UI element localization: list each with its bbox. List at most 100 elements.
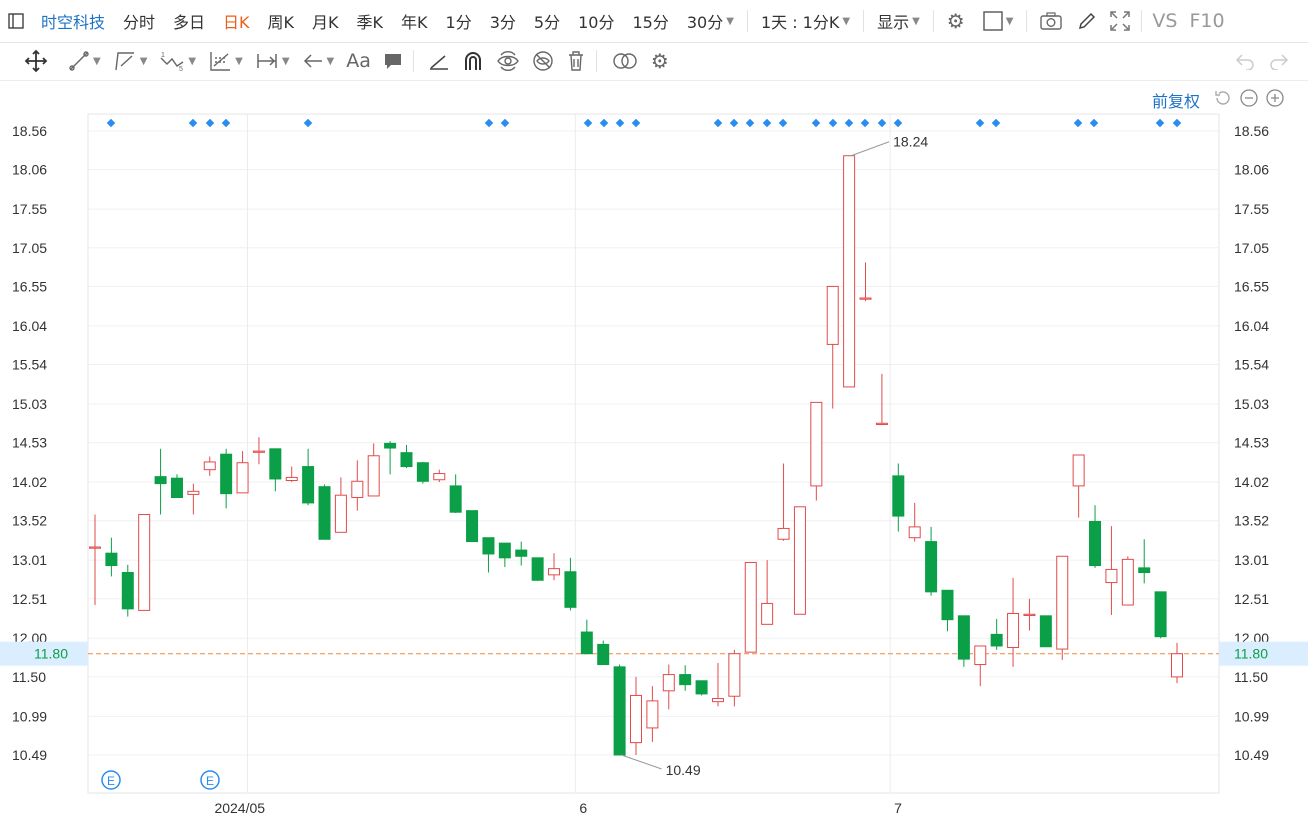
candle-body[interactable] xyxy=(580,631,593,655)
candle-body[interactable] xyxy=(367,455,380,497)
event-dot-marker[interactable] xyxy=(729,118,739,128)
period-tab[interactable]: 30分 ▼ xyxy=(686,13,734,32)
candle-body[interactable] xyxy=(170,477,183,499)
candle-body[interactable] xyxy=(957,615,970,660)
candle-body[interactable] xyxy=(433,473,446,481)
channel-tool-icon[interactable]: ▼ xyxy=(107,42,154,80)
f10-button[interactable]: F10 xyxy=(1189,10,1225,32)
move-icon[interactable] xyxy=(0,42,54,80)
settings-icon[interactable]: ⚙ xyxy=(946,9,965,33)
line-tool-icon[interactable]: ▼ xyxy=(54,42,107,80)
candle-body[interactable] xyxy=(826,285,839,345)
event-dot-marker[interactable] xyxy=(188,118,198,128)
measure-tool-icon[interactable]: ▼ xyxy=(249,42,296,80)
event-dot-marker[interactable] xyxy=(583,118,593,128)
event-dot-marker[interactable] xyxy=(745,118,755,128)
fib-tool-icon[interactable]: ▼ xyxy=(202,42,249,80)
candle-body[interactable] xyxy=(187,490,200,495)
event-dot-marker[interactable] xyxy=(778,118,788,128)
event-dot-marker[interactable] xyxy=(975,118,985,128)
candle-body[interactable] xyxy=(908,526,921,539)
magnet-icon[interactable] xyxy=(456,42,490,80)
period-tab[interactable]: 3分 xyxy=(489,13,516,32)
candle-body[interactable] xyxy=(1171,653,1183,678)
candle-body[interactable] xyxy=(334,494,347,533)
event-dot-marker[interactable] xyxy=(631,118,641,128)
candle-body[interactable] xyxy=(154,476,167,485)
period-dropdown[interactable]: 1天 : 1分K ▼ xyxy=(752,0,859,42)
period-tab[interactable]: 多日 xyxy=(173,13,206,32)
candle-body[interactable] xyxy=(89,546,101,549)
event-dot-marker[interactable] xyxy=(991,118,1001,128)
zoom-out-icon[interactable] xyxy=(1240,89,1258,111)
display-dropdown[interactable]: 显示 ▼ xyxy=(868,0,929,42)
ruler-tool-icon[interactable] xyxy=(418,42,456,80)
candlestick-chart[interactable]: 18.56 18.56 18.06 18.06 17.55 17.55 17.05 17.05… xyxy=(0,80,1308,826)
candle-body[interactable] xyxy=(252,450,265,453)
event-dot-marker[interactable] xyxy=(221,118,231,128)
period-tab[interactable]: 分时 xyxy=(123,13,156,32)
candle-body[interactable] xyxy=(531,557,544,581)
candle-body[interactable] xyxy=(564,571,577,608)
candle-body[interactable] xyxy=(646,700,659,729)
event-dot-marker[interactable] xyxy=(615,118,625,128)
arrow-tool-icon[interactable]: ▼ xyxy=(296,42,341,80)
candle-body[interactable] xyxy=(711,698,724,703)
candle-body[interactable] xyxy=(351,480,364,499)
event-dot-marker[interactable] xyxy=(828,118,838,128)
candle-body[interactable] xyxy=(498,542,511,559)
candle-body[interactable] xyxy=(744,561,757,653)
trash-icon[interactable] xyxy=(560,42,592,80)
undo-icon[interactable] xyxy=(1228,42,1262,80)
candle-body[interactable] xyxy=(1105,568,1118,584)
candle-body[interactable] xyxy=(318,486,331,540)
event-dot-marker[interactable] xyxy=(1155,118,1165,128)
event-dot-marker[interactable] xyxy=(860,118,870,128)
overlay-icon[interactable] xyxy=(601,42,645,80)
lock-eye-icon[interactable] xyxy=(490,42,526,80)
wave-tool-icon[interactable]: 1 5 ▼ xyxy=(160,52,197,72)
candle-body[interactable] xyxy=(810,401,823,487)
candle-body[interactable] xyxy=(1154,591,1167,638)
candle-body[interactable] xyxy=(1056,555,1069,650)
candle-body[interactable] xyxy=(384,442,397,449)
text-tool[interactable]: Aa xyxy=(346,50,371,72)
event-dot-marker[interactable] xyxy=(500,118,510,128)
period-tab[interactable]: 10分 xyxy=(578,13,615,32)
event-dot-marker[interactable] xyxy=(762,118,772,128)
candle-body[interactable] xyxy=(138,514,151,611)
candle-body[interactable] xyxy=(859,297,872,300)
candle-body[interactable] xyxy=(843,155,856,388)
color-square-dropdown[interactable]: ▼ xyxy=(974,0,1023,42)
event-dot-marker[interactable] xyxy=(106,118,116,128)
pencil-icon[interactable] xyxy=(1071,0,1103,42)
adjust-mode-button[interactable]: 前复权 xyxy=(1152,92,1201,111)
earnings-event-icon[interactable] xyxy=(200,770,220,790)
candle-body[interactable] xyxy=(1089,520,1102,567)
stock-name[interactable]: 时空科技 xyxy=(41,13,106,32)
candle-body[interactable] xyxy=(679,674,692,686)
candle-body[interactable] xyxy=(597,643,610,666)
panel-toggle-icon[interactable] xyxy=(0,0,32,42)
period-tab[interactable]: 15分 xyxy=(632,13,669,32)
event-dot-marker[interactable] xyxy=(811,118,821,128)
vs-button[interactable]: VS xyxy=(1152,10,1178,32)
candle-body[interactable] xyxy=(1039,615,1052,648)
reset-icon[interactable] xyxy=(1214,89,1232,111)
candle-body[interactable] xyxy=(466,510,479,543)
zoom-in-icon[interactable] xyxy=(1266,89,1284,111)
candle-body[interactable] xyxy=(793,506,806,615)
earnings-event-icon[interactable] xyxy=(101,770,121,790)
event-dot-marker[interactable] xyxy=(713,118,723,128)
candle-body[interactable] xyxy=(121,572,134,610)
redo-icon[interactable] xyxy=(1262,42,1308,80)
period-tab[interactable]: 5分 xyxy=(533,13,561,32)
candle-body[interactable] xyxy=(990,633,1003,647)
candle-body[interactable] xyxy=(1072,454,1085,487)
candle-body[interactable] xyxy=(400,452,413,468)
candle-body[interactable] xyxy=(695,680,708,695)
candle-body[interactable] xyxy=(1138,567,1151,574)
candle-body[interactable] xyxy=(1007,612,1020,649)
candle-body[interactable] xyxy=(482,537,495,555)
event-dot-marker[interactable] xyxy=(877,118,887,128)
